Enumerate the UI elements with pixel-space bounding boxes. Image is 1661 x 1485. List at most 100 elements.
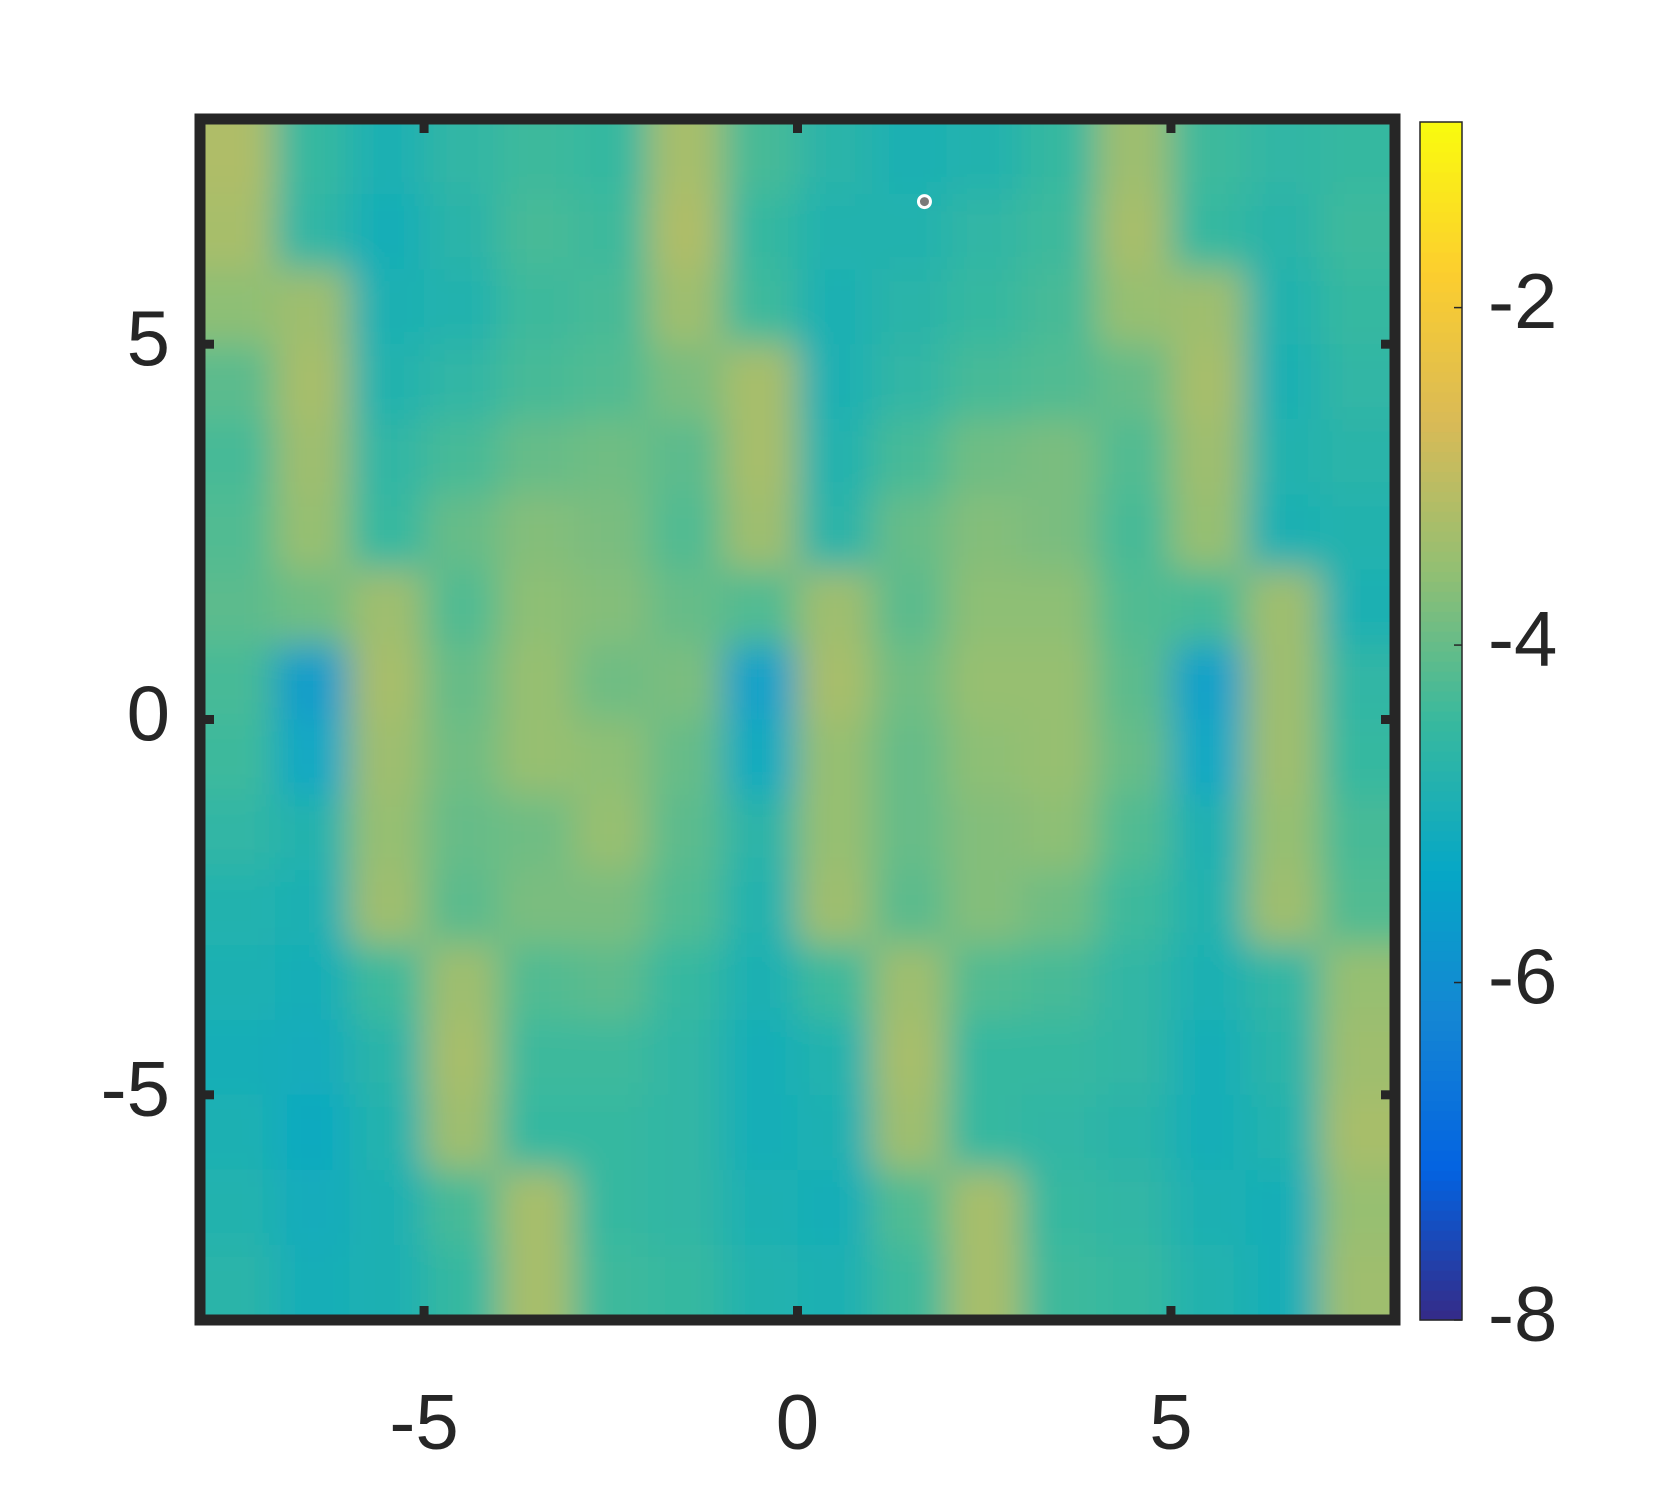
- cell: [1245, 869, 1321, 946]
- cell: [274, 644, 350, 720]
- cell: [722, 494, 798, 570]
- cell: [1245, 194, 1321, 270]
- cell: [1245, 1169, 1321, 1246]
- cell: [573, 419, 649, 495]
- cell: [722, 269, 798, 345]
- cell: [274, 494, 350, 570]
- cell: [200, 1094, 276, 1171]
- cell: [1170, 1094, 1247, 1171]
- colorbar-step: [1420, 701, 1462, 712]
- colorbar-step: [1420, 820, 1462, 832]
- cell: [498, 269, 574, 345]
- colorbar-step: [1420, 151, 1462, 163]
- colorbar-step: [1420, 1300, 1462, 1311]
- colorbar-step: [1420, 671, 1462, 682]
- cells: [200, 119, 1395, 1320]
- cell: [424, 344, 500, 420]
- colorbar-step: [1420, 571, 1462, 582]
- colorbar-step: [1420, 331, 1462, 343]
- colorbar-step: [1420, 1160, 1462, 1171]
- cell: [648, 269, 724, 345]
- colorbar-step: [1420, 621, 1462, 632]
- cell: [1170, 269, 1247, 345]
- colorbar-step: [1420, 1070, 1462, 1081]
- colorbar-step: [1420, 251, 1462, 263]
- cell: [1170, 644, 1247, 720]
- cell: [1170, 869, 1247, 946]
- cell: [1320, 419, 1395, 495]
- cell: [797, 494, 873, 570]
- colorbar-step: [1420, 122, 1462, 133]
- cell: [722, 569, 798, 645]
- cell: [648, 344, 724, 420]
- cell: [1021, 944, 1097, 1021]
- colorbar-step: [1420, 1090, 1462, 1101]
- colorbar-step: [1420, 750, 1462, 762]
- colorbar-step: [1420, 1040, 1462, 1052]
- cell: [722, 644, 798, 720]
- cell: [200, 1169, 276, 1246]
- colorbar-step: [1420, 161, 1462, 173]
- colorbar-step: [1420, 890, 1462, 902]
- cell: [946, 494, 1023, 570]
- cell: [1170, 194, 1247, 270]
- cell: [349, 194, 425, 270]
- cell: [274, 344, 350, 420]
- cell: [349, 419, 425, 495]
- cell: [1096, 1019, 1172, 1096]
- x-tick-label: 5: [1149, 1378, 1192, 1466]
- cell: [1096, 1094, 1172, 1171]
- colorbar-step: [1420, 361, 1462, 373]
- colorbar-step: [1420, 930, 1462, 942]
- colorbar-step: [1420, 870, 1462, 882]
- colorbar-step: [1420, 681, 1462, 692]
- cell: [797, 719, 873, 796]
- colorbar-step: [1420, 840, 1462, 852]
- cell: [274, 569, 350, 645]
- cell: [349, 1094, 425, 1171]
- cell: [722, 419, 798, 495]
- colorbar-step: [1420, 790, 1462, 802]
- cell: [200, 1019, 276, 1096]
- cell: [1021, 794, 1097, 871]
- colorbar-step: [1420, 810, 1462, 822]
- colorbar-step: [1420, 1310, 1462, 1321]
- cell: [1096, 344, 1172, 420]
- colorbar-step: [1420, 271, 1462, 283]
- cell: [349, 119, 425, 195]
- cell: [722, 944, 798, 1021]
- cell: [872, 869, 948, 946]
- cell: [1245, 494, 1321, 570]
- cell: [872, 569, 948, 645]
- cell: [349, 269, 425, 345]
- colorbar-step: [1420, 611, 1462, 622]
- cell: [573, 719, 649, 796]
- cell: [1245, 944, 1321, 1021]
- cell: [424, 419, 500, 495]
- cell: [1021, 1244, 1097, 1320]
- cell: [648, 119, 724, 195]
- cell: [872, 269, 948, 345]
- colorbar-step: [1420, 511, 1462, 522]
- cell: [797, 344, 873, 420]
- cell: [349, 944, 425, 1021]
- cell: [498, 944, 574, 1021]
- cell: [573, 494, 649, 570]
- cell: [274, 1244, 350, 1320]
- colorbar-tick-label: -2: [1488, 257, 1557, 345]
- marker: [916, 194, 932, 210]
- cell: [573, 569, 649, 645]
- colorbar-tick-label: -4: [1488, 595, 1557, 683]
- cell: [1096, 944, 1172, 1021]
- cell: [573, 644, 649, 720]
- cell: [424, 269, 500, 345]
- cell: [648, 944, 724, 1021]
- cell: [1320, 644, 1395, 720]
- colorbar-step: [1420, 221, 1462, 233]
- cell: [1021, 1169, 1097, 1246]
- colorbar-step: [1420, 730, 1462, 742]
- cell: [872, 419, 948, 495]
- cell: [1245, 1019, 1321, 1096]
- field: [200, 119, 1395, 1320]
- colorbar-step: [1420, 1130, 1462, 1141]
